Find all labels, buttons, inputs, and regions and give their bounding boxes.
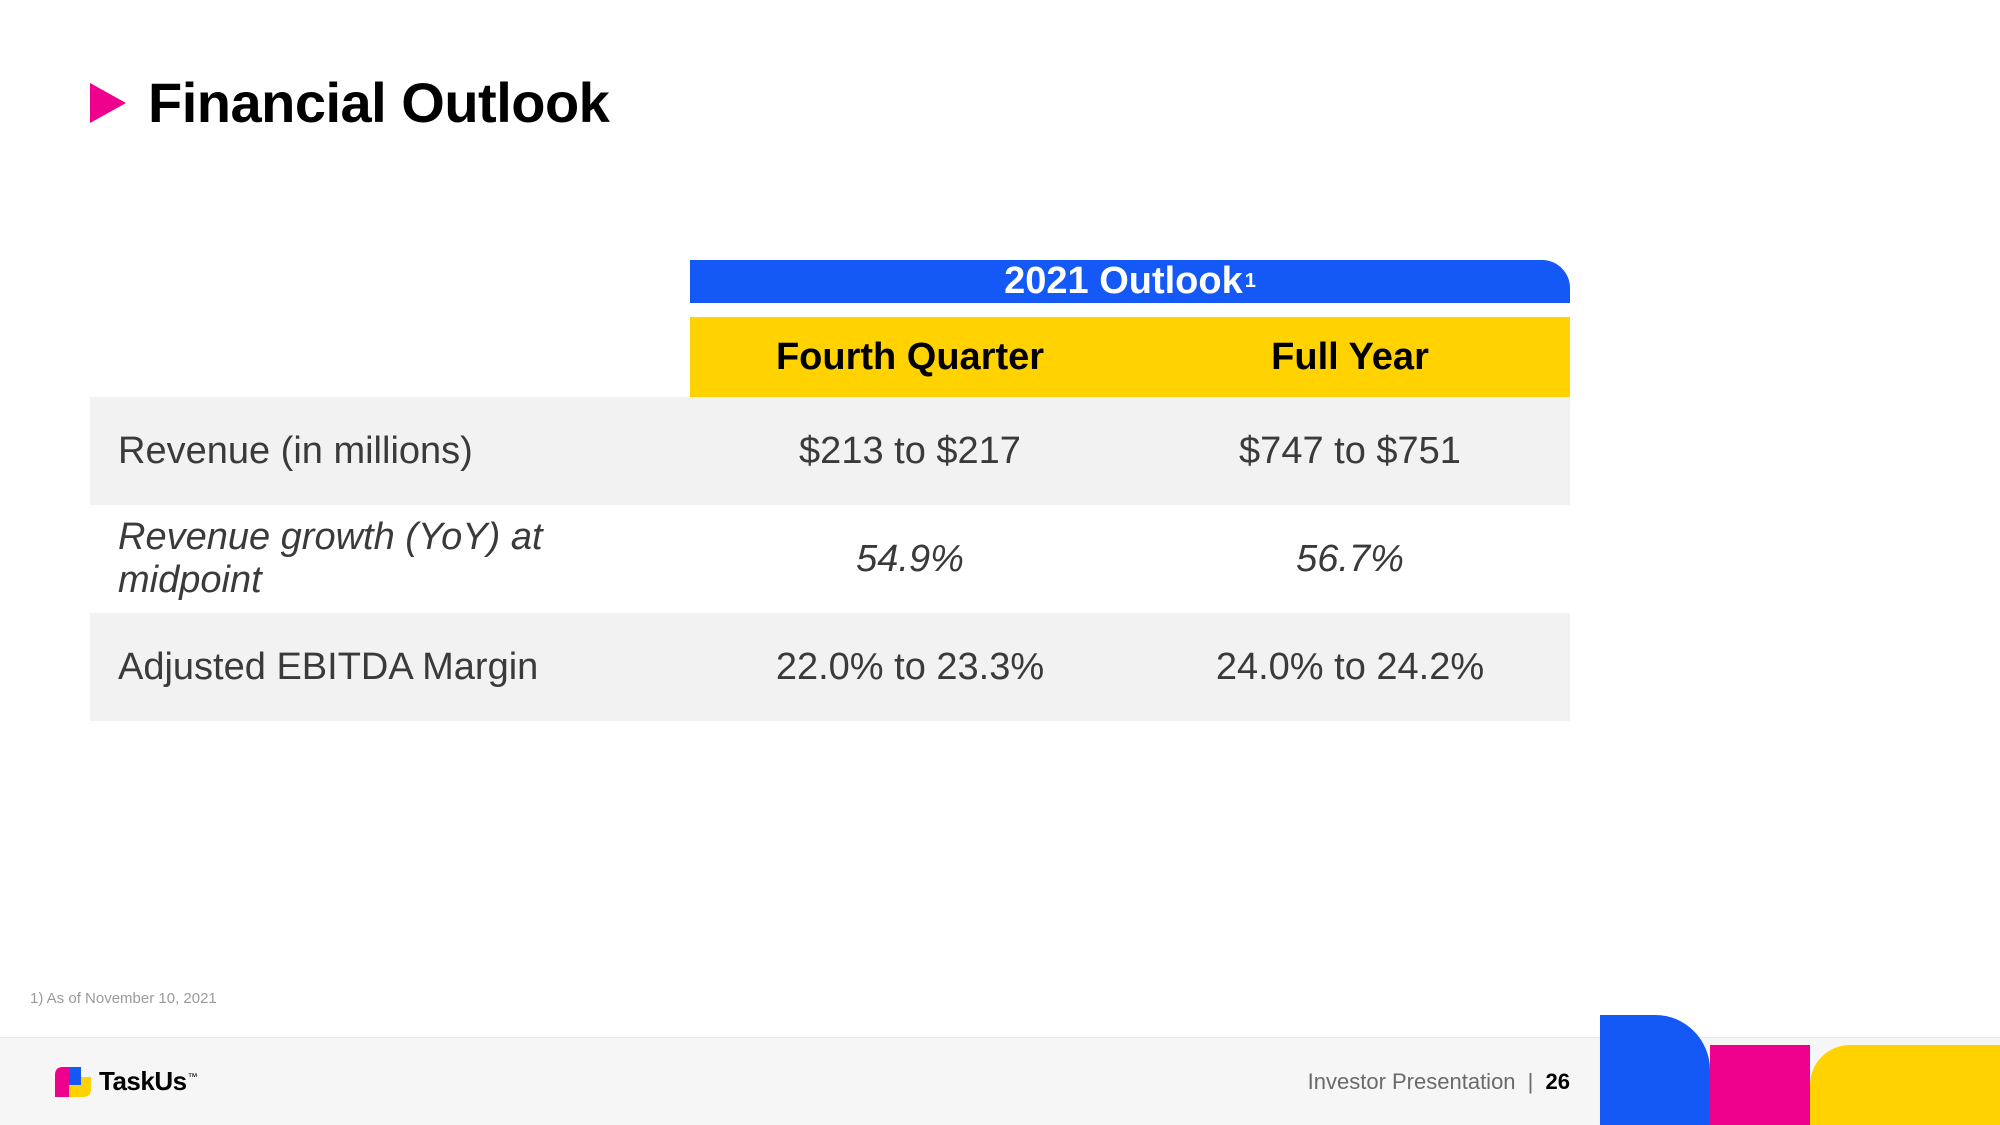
deco-yellow-block xyxy=(1810,1045,2000,1125)
row-fy: $747 to $751 xyxy=(1130,397,1570,505)
page-label: Investor Presentation xyxy=(1308,1069,1516,1094)
footnote: 1) As of November 10, 2021 xyxy=(30,990,217,1007)
corner-decoration xyxy=(1600,1015,2000,1125)
slide-title-row: Financial Outlook xyxy=(90,70,609,135)
row-q4: $213 to $217 xyxy=(690,397,1130,505)
brand-logo: TaskUs™ xyxy=(55,1066,197,1097)
deco-pink-block xyxy=(1710,1045,1810,1125)
table-row: Revenue (in millions) $213 to $217 $747 … xyxy=(90,397,1570,505)
col-header-q4: Fourth Quarter xyxy=(690,317,1130,397)
row-label: Revenue growth (YoY) at midpoint xyxy=(90,505,690,613)
brand-name-text: TaskUs xyxy=(99,1066,187,1096)
page-indicator: Investor Presentation | 26 xyxy=(1308,1069,1570,1095)
table-header-outlook-text: 2021 Outlook xyxy=(1004,260,1243,303)
table-row: Revenue growth (YoY) at midpoint 54.9% 5… xyxy=(90,505,1570,613)
brand-tm: ™ xyxy=(188,1072,198,1083)
outlook-table: 2021 Outlook1 Fourth Quarter Full Year R… xyxy=(90,245,1570,721)
brand-logo-icon xyxy=(55,1067,91,1097)
table-header-outlook-sup: 1 xyxy=(1245,270,1256,293)
row-q4: 22.0% to 23.3% xyxy=(690,613,1130,721)
table-header-outlook: 2021 Outlook1 xyxy=(690,260,1570,303)
row-fy: 24.0% to 24.2% xyxy=(1130,613,1570,721)
table-row: Adjusted EBITDA Margin 22.0% to 23.3% 24… xyxy=(90,613,1570,721)
table-header-sub-spacer xyxy=(90,317,690,397)
row-fy: 56.7% xyxy=(1130,505,1570,613)
table-header-top: 2021 Outlook1 xyxy=(90,245,1570,317)
row-label: Revenue (in millions) xyxy=(90,397,690,505)
col-header-fy: Full Year xyxy=(1130,317,1570,397)
row-label: Adjusted EBITDA Margin xyxy=(90,613,690,721)
row-q4: 54.9% xyxy=(690,505,1130,613)
brand-name: TaskUs™ xyxy=(99,1066,197,1097)
deco-blue-block xyxy=(1600,1015,1710,1125)
page-sep: | xyxy=(1528,1069,1534,1094)
page-number: 26 xyxy=(1546,1069,1570,1094)
triangle-bullet-icon xyxy=(90,83,126,123)
table-header-sub: Fourth Quarter Full Year xyxy=(90,317,1570,397)
slide-title: Financial Outlook xyxy=(148,70,609,135)
